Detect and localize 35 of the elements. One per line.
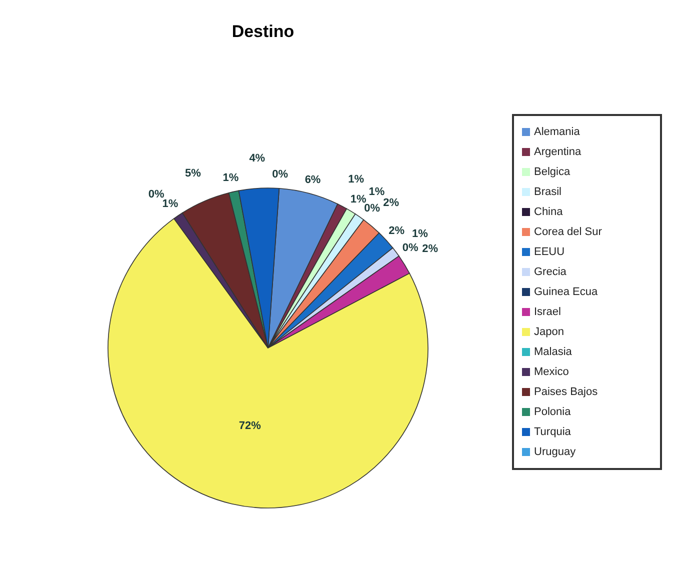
data-label: 1% <box>348 174 364 186</box>
chart-title: Destino <box>230 22 296 42</box>
legend-label: Alemania <box>534 126 580 138</box>
legend-label: EEUU <box>534 246 565 258</box>
legend-label: Mexico <box>534 366 569 378</box>
legend-label: Israel <box>534 306 561 318</box>
text: 0% <box>402 242 418 254</box>
text: 0% <box>364 202 380 215</box>
text: 0% <box>272 168 288 180</box>
legend-label: Belgica <box>534 166 570 178</box>
legend-label: Guinea Ecua <box>534 286 598 298</box>
legend-label: China <box>534 206 563 218</box>
legend-label: Malasia <box>534 346 572 358</box>
data-label: 1% <box>162 198 178 210</box>
legend-label: Uruguay <box>534 446 576 458</box>
legend-label: Polonia <box>534 406 571 418</box>
data-label: 1% <box>412 228 428 240</box>
data-label: 2% <box>383 197 400 210</box>
legend-label: Brasil <box>534 186 562 198</box>
legend-label: Corea del Sur <box>534 226 602 238</box>
data-label: 1% <box>368 186 385 198</box>
data-label: 2% <box>422 242 438 255</box>
legend-label: Grecia <box>534 266 566 278</box>
legend-label: Paises Bajos <box>534 386 598 398</box>
legend-label: Japon <box>534 326 564 338</box>
text: 0% <box>148 188 164 200</box>
data-label: 1% <box>350 193 366 206</box>
data-label: 72% <box>238 420 262 432</box>
data-label: 2% <box>388 224 405 237</box>
data-label: 6% <box>304 174 321 186</box>
data-label: 5% <box>184 167 202 180</box>
legend-label: Argentina <box>534 146 582 158</box>
legend-label: Turquia <box>534 426 571 438</box>
data-label: 4% <box>249 152 266 164</box>
data-label: 1% <box>222 172 239 184</box>
